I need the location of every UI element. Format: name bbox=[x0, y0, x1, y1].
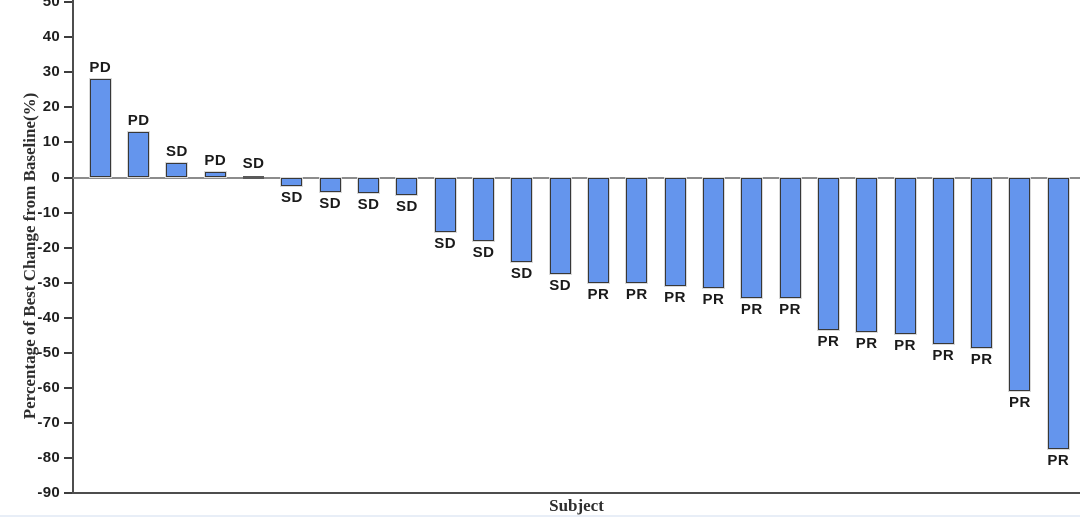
y-tick-mark bbox=[64, 71, 72, 74]
bar bbox=[319, 177, 341, 192]
y-tick-label: 30 bbox=[42, 63, 60, 81]
bar-response-label: SD bbox=[319, 194, 342, 212]
bar bbox=[281, 177, 303, 187]
y-tick-label: 50 bbox=[42, 0, 60, 11]
y-tick-label: -90 bbox=[37, 484, 60, 502]
bar-response-label: PR bbox=[740, 301, 763, 319]
bar bbox=[473, 177, 494, 241]
bar-response-label: PR bbox=[1009, 394, 1031, 412]
bar bbox=[779, 177, 801, 299]
bar bbox=[626, 177, 648, 283]
bar-response-label: PR bbox=[702, 290, 725, 308]
bar-response-label: PD bbox=[127, 111, 150, 129]
y-tick-mark bbox=[64, 351, 72, 354]
bar-response-label: PD bbox=[89, 59, 112, 77]
bar bbox=[932, 177, 954, 345]
y-tick-mark bbox=[64, 386, 72, 389]
bar bbox=[204, 172, 226, 178]
bar-response-label: SD bbox=[549, 276, 572, 294]
bar bbox=[166, 163, 188, 178]
bar-response-label: PR bbox=[970, 350, 993, 368]
y-tick-mark bbox=[64, 141, 72, 144]
y-tick-mark bbox=[64, 421, 72, 424]
bar-response-label: SD bbox=[395, 198, 418, 216]
x-axis-title: Subject bbox=[549, 496, 604, 515]
bar-response-label: SD bbox=[280, 189, 303, 207]
y-tick-mark bbox=[64, 1, 72, 4]
bar-response-label: PR bbox=[817, 333, 840, 350]
x-axis-line bbox=[71, 492, 1080, 495]
bar bbox=[396, 177, 418, 196]
bar bbox=[243, 176, 265, 179]
y-tick-label: 0 bbox=[51, 168, 60, 186]
y-tick-mark bbox=[64, 211, 72, 214]
y-tick-mark bbox=[64, 106, 72, 109]
bar bbox=[1009, 177, 1031, 392]
y-axis-line bbox=[71, 0, 74, 495]
y-tick-label: -40 bbox=[37, 308, 60, 326]
bar-response-label: SD bbox=[357, 196, 380, 214]
y-tick-mark bbox=[64, 176, 72, 179]
y-tick-label: -80 bbox=[37, 448, 60, 466]
bar bbox=[856, 177, 878, 332]
y-tick-label: -70 bbox=[37, 413, 60, 431]
bar bbox=[664, 177, 686, 287]
y-tick-mark bbox=[64, 281, 72, 284]
bar-response-label: SD bbox=[510, 264, 533, 282]
y-tick-mark bbox=[64, 492, 72, 495]
bar bbox=[1047, 177, 1069, 450]
bar-response-label: PR bbox=[894, 336, 916, 354]
zero-baseline bbox=[73, 176, 1080, 179]
bar bbox=[128, 131, 150, 178]
bar-response-label: PR bbox=[855, 334, 878, 352]
y-tick-label: 20 bbox=[42, 98, 60, 116]
y-tick-mark bbox=[64, 246, 72, 249]
bar-response-label: PR bbox=[932, 347, 955, 365]
bar bbox=[971, 177, 993, 348]
bar-response-label: SD bbox=[166, 143, 188, 161]
bar-response-label: PR bbox=[587, 285, 610, 303]
bar-response-label: PR bbox=[1047, 452, 1070, 470]
bar bbox=[702, 177, 724, 288]
y-tick-label: -60 bbox=[37, 378, 60, 396]
bar-response-label: PR bbox=[664, 289, 687, 307]
y-tick-label: 40 bbox=[42, 28, 60, 46]
bar bbox=[89, 79, 111, 178]
y-tick-label: -10 bbox=[37, 203, 60, 221]
y-tick-mark bbox=[64, 316, 72, 319]
bar-response-label: PR bbox=[625, 285, 648, 303]
y-tick-label: -50 bbox=[37, 343, 60, 361]
bar-response-label: SD bbox=[242, 154, 265, 172]
bar bbox=[587, 177, 609, 283]
y-tick-label: -30 bbox=[37, 273, 60, 291]
bar bbox=[817, 177, 839, 330]
bar-response-label: PR bbox=[779, 301, 801, 319]
bar bbox=[894, 177, 916, 334]
bar-response-label: PD bbox=[204, 152, 227, 170]
y-tick-label: -20 bbox=[37, 238, 60, 256]
y-tick-mark bbox=[64, 456, 72, 459]
bar bbox=[511, 177, 533, 262]
bar-response-label: SD bbox=[472, 243, 495, 261]
bar bbox=[741, 177, 763, 299]
bar bbox=[549, 177, 571, 274]
y-tick-mark bbox=[64, 36, 72, 39]
bar bbox=[434, 177, 456, 232]
bar bbox=[358, 177, 380, 194]
y-tick-label: 10 bbox=[42, 133, 60, 151]
bar-response-label: SD bbox=[434, 234, 457, 252]
